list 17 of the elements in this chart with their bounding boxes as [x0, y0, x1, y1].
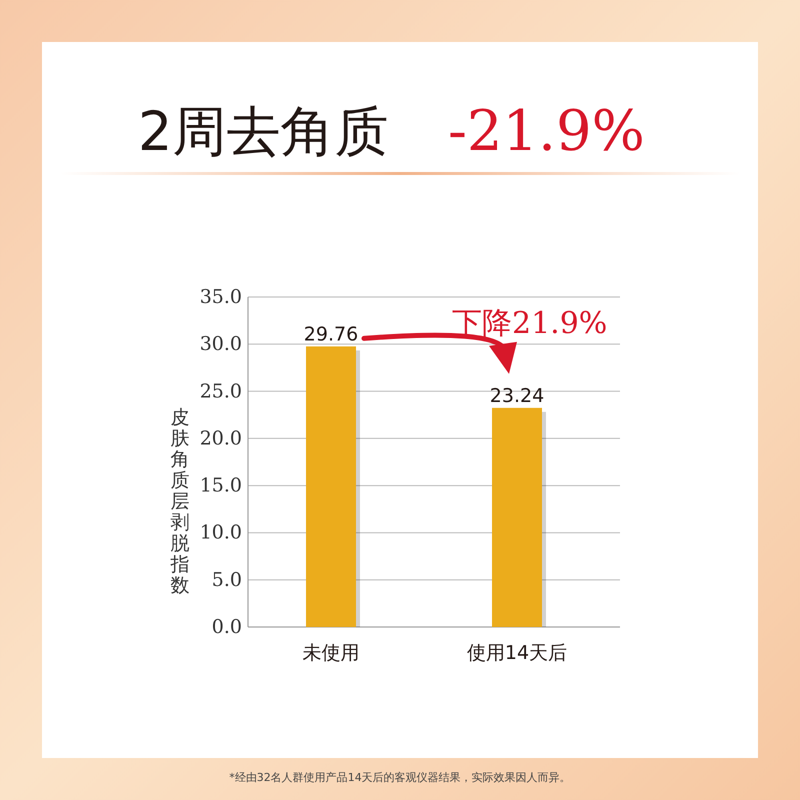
y-tick-label: 20.0 [200, 427, 242, 450]
text: 皮肤角质层剥脱指数 [170, 406, 190, 596]
data-label: 29.76 [304, 323, 358, 346]
chart-title: 2周去角质 [138, 100, 388, 163]
text: -21.9% [448, 99, 645, 164]
y-tick-label: 5.0 [212, 568, 242, 591]
y-tick-label: 25.0 [200, 380, 242, 402]
x-tick-label: 使用14天后 [466, 642, 568, 664]
y-tick-label: 0.0 [212, 616, 242, 638]
x-tick-label: 未使用 [302, 642, 360, 664]
text: *经由32名人群使用产品14天后的客观仪器结果，实际效果因人而异。 [229, 771, 571, 784]
data-label: 23.24 [490, 384, 544, 407]
y-tick-label: 15.0 [200, 474, 242, 497]
y-tick-label: 10.0 [200, 522, 242, 544]
y-tick-label: 30.0 [200, 333, 242, 356]
annotation: 下降21.9% [452, 306, 608, 341]
y-tick-label: 35.0 [200, 286, 242, 308]
